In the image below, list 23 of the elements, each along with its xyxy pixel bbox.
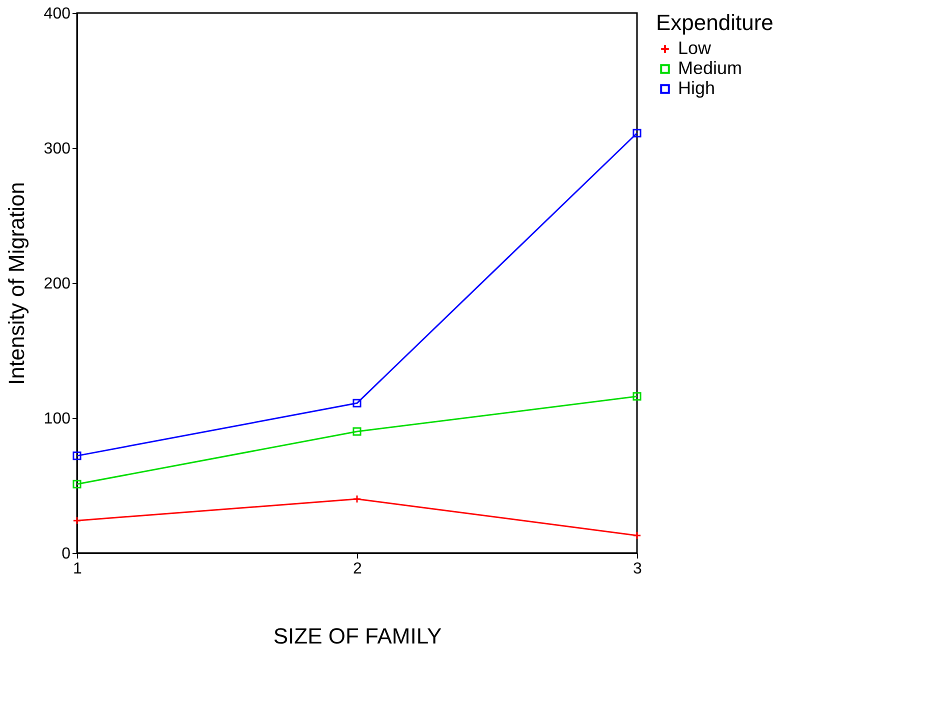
legend-label: Medium [678, 58, 742, 78]
point [72, 516, 82, 525]
point [632, 128, 642, 138]
point [352, 427, 362, 436]
point [632, 531, 642, 540]
point [72, 480, 82, 488]
legend-label: High [678, 78, 716, 98]
point [352, 494, 362, 504]
y-tick-label: 300 [44, 140, 71, 158]
legend-title: Expenditure [656, 10, 774, 35]
y-tick-label: 200 [44, 276, 71, 292]
point [352, 398, 362, 408]
y-tick-label: 0 [62, 546, 71, 562]
legend-label: Low [678, 38, 712, 58]
point [72, 452, 82, 460]
x-tick-label: 2 [353, 560, 362, 578]
x-axis-title: SIZE OF FAMILY [273, 624, 442, 648]
point [632, 392, 642, 401]
y-tick-label: 400 [44, 6, 71, 22]
x-tick-label: 3 [633, 560, 642, 578]
y-tick-label: 100 [44, 410, 71, 428]
y-axis-title: Intensity of Migration [4, 182, 29, 385]
x-tick-label: 1 [73, 560, 82, 578]
